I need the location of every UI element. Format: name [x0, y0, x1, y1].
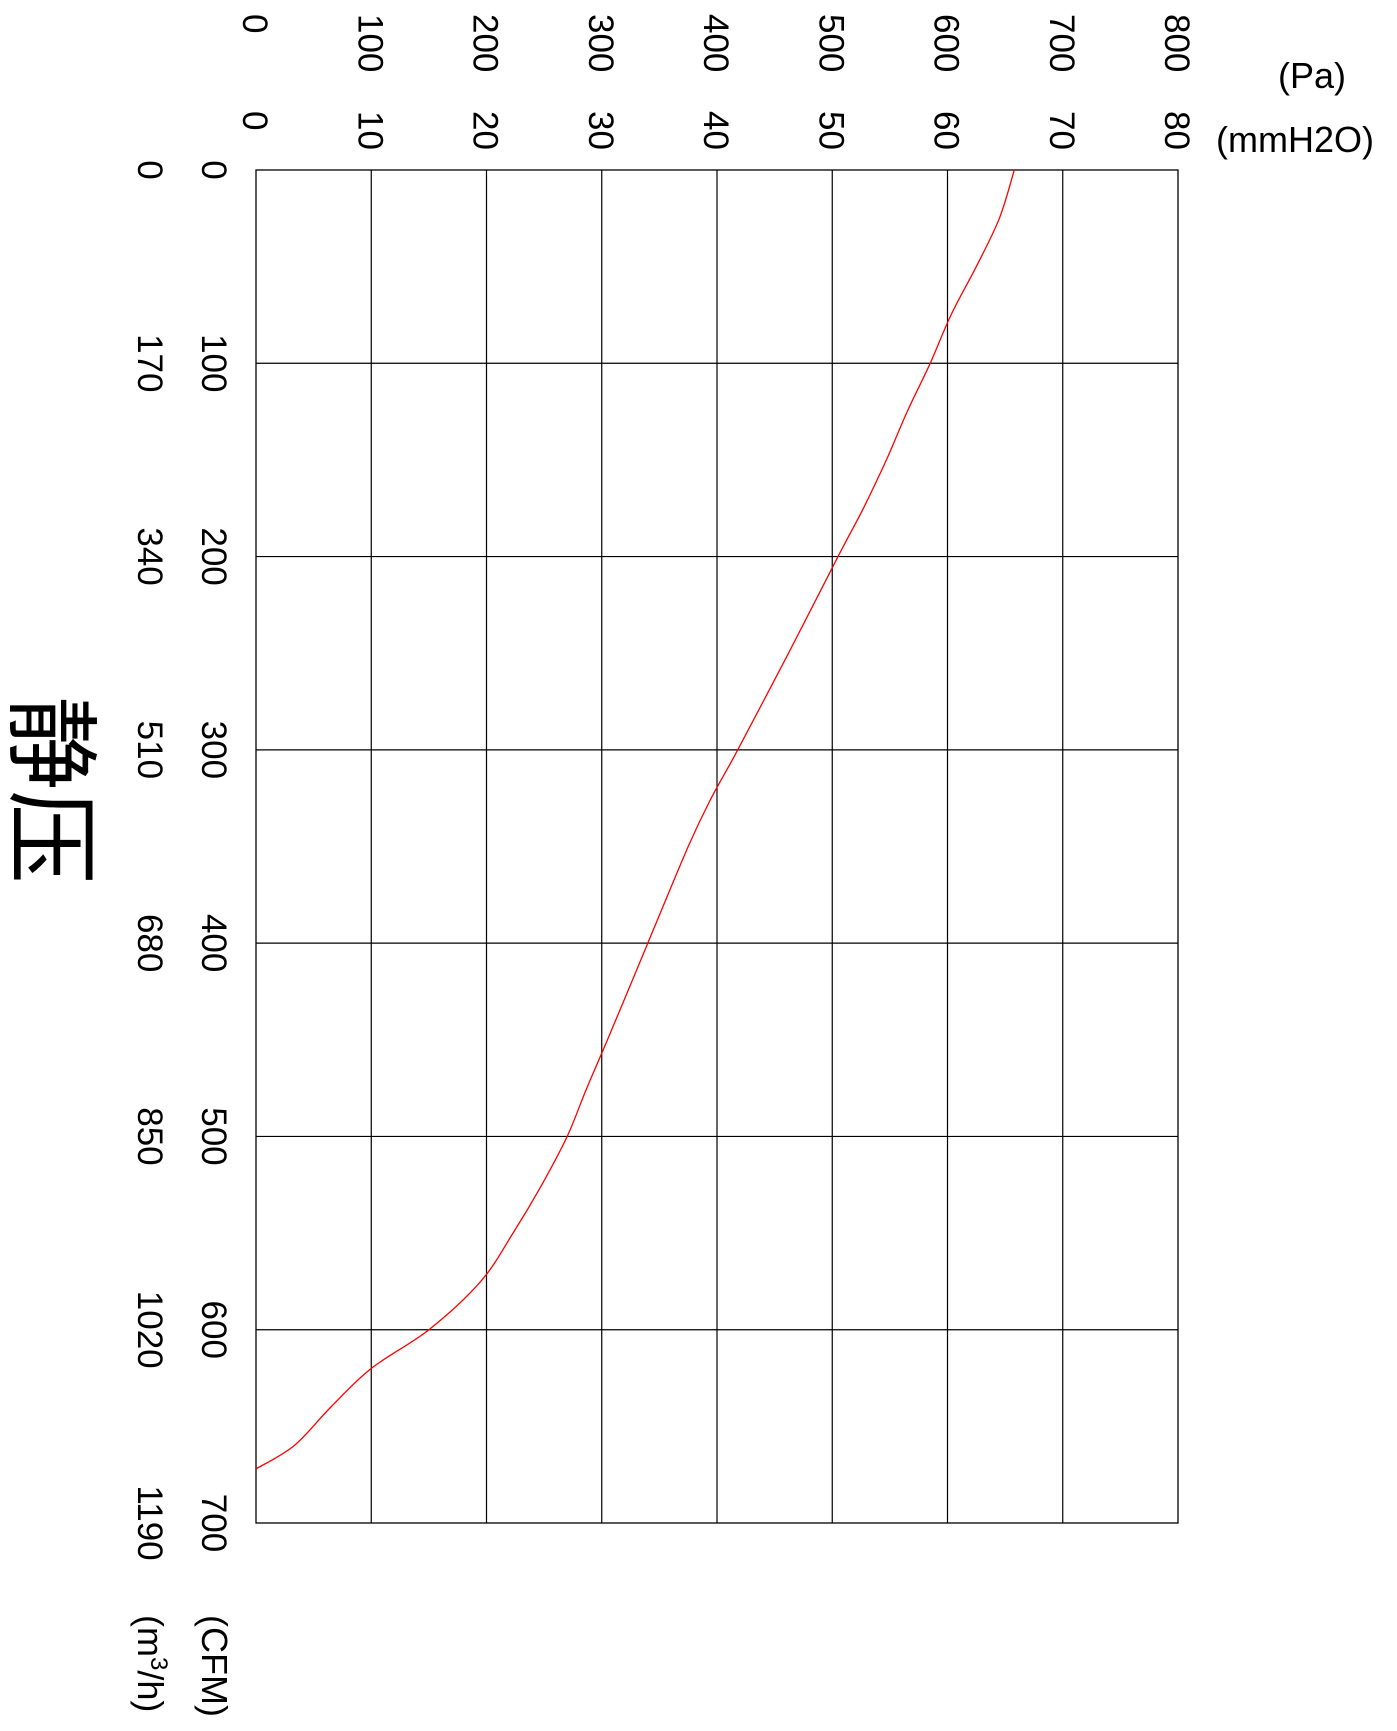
flow-tick-m3h-5: 850	[130, 1107, 169, 1165]
pressure-tick-mmh2o-6: 60	[927, 111, 966, 150]
flow-tick-m3h-6: 1020	[130, 1291, 169, 1369]
pressure-tick-pa-3: 300	[581, 14, 620, 72]
pressure-tick-pa-8: 800	[1157, 14, 1196, 72]
pressure-tick-mmh2o-0: 0	[235, 111, 274, 130]
plot-area	[255, 169, 1179, 1524]
flow-tick-cfm-6: 600	[194, 1301, 233, 1359]
flow-unit-cfm: (CFM)	[194, 1615, 235, 1717]
pressure-tick-pa-5: 500	[811, 14, 850, 72]
pressure-tick-mmh2o-2: 20	[466, 111, 505, 150]
pressure-tick-pa-4: 400	[696, 14, 735, 72]
pressure-tick-mmh2o-4: 40	[696, 111, 735, 150]
pressure-tick-labels: 0 0 100 10 200 20 300 30 400 40 500 50 600 60 700 70 800…	[235, 14, 1196, 150]
flow-unit-m3h: (m3/h)	[130, 1615, 172, 1712]
pressure-tick-pa-7: 700	[1042, 14, 1081, 72]
pressure-tick-mmh2o-7: 70	[1042, 111, 1081, 150]
pressure-tick-pa-0: 0	[235, 14, 274, 33]
flow-tick-m3h-4: 680	[130, 914, 169, 972]
pressure-flow-curve	[255, 169, 1015, 1470]
flow-tick-m3h-7: 1190	[130, 1485, 169, 1560]
flow-tick-cfm-5: 500	[194, 1107, 233, 1165]
flow-unit-labels: (CFM) (m3/h)	[130, 1615, 235, 1717]
flow-tick-cfm-3: 300	[194, 721, 233, 779]
flow-tick-m3h-0: 0	[130, 160, 169, 179]
flow-tick-cfm-1: 100	[194, 334, 233, 392]
flow-unit-m3h-base: (m	[130, 1615, 171, 1657]
pressure-tick-pa-2: 200	[466, 14, 505, 72]
flow-tick-cfm-7: 700	[194, 1494, 233, 1552]
pressure-tick-pa-6: 600	[927, 14, 966, 72]
flow-unit-m3h-tail: /h)	[130, 1670, 171, 1712]
pressure-tick-mmh2o-1: 10	[350, 111, 389, 150]
flow-tick-m3h-1: 170	[130, 334, 169, 392]
pressure-tick-mmh2o-3: 30	[581, 111, 620, 150]
chart-title: 静压	[0, 696, 103, 884]
pressure-tick-mmh2o-8: 80	[1157, 111, 1196, 150]
pressure-tick-mmh2o-5: 50	[811, 111, 850, 150]
flow-tick-m3h-3: 510	[130, 721, 169, 779]
pressure-unit-mmh2o: (mmH2O)	[1216, 119, 1374, 160]
flow-unit-m3h-sup: 3	[145, 1657, 172, 1670]
pressure-grid-lines	[370, 170, 1064, 1523]
flow-tick-labels: 0 0 100 170 200 340 300 510 400 680 500 850 600 1020 7…	[130, 160, 233, 1560]
flow-tick-cfm-4: 400	[194, 914, 233, 972]
flow-grid-lines	[256, 362, 1178, 1331]
pressure-tick-pa-1: 100	[350, 14, 389, 72]
flow-tick-m3h-2: 340	[130, 527, 169, 585]
pressure-unit-labels: (Pa) (mmH2O)	[1216, 55, 1374, 160]
flow-tick-cfm-2: 200	[194, 527, 233, 585]
flow-tick-cfm-0: 0	[194, 160, 233, 179]
pressure-unit-pa: (Pa)	[1278, 55, 1346, 96]
